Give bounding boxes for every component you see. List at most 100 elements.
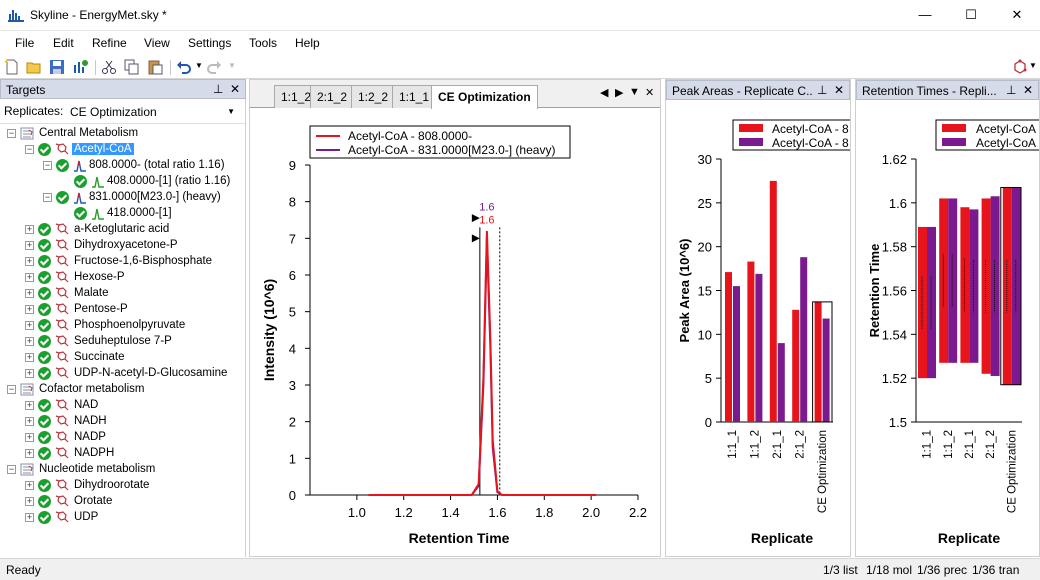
tree-molecule[interactable]: + Dihydroorotate	[0, 478, 246, 494]
tree-molecule[interactable]: + Seduheptulose 7-P	[0, 334, 246, 350]
expand-icon[interactable]: +	[25, 336, 34, 346]
expand-icon[interactable]: +	[25, 320, 34, 330]
close-panel-icon[interactable]: ✕	[1023, 83, 1034, 97]
new-document-icon[interactable]	[4, 59, 20, 75]
close-panel-icon[interactable]: ✕	[230, 82, 241, 96]
undo-icon[interactable]	[176, 59, 192, 75]
tree-molecule[interactable]: + a-Ketoglutaric acid	[0, 222, 246, 238]
close-panel-icon[interactable]: ✕	[834, 83, 845, 97]
peak-areas-chart[interactable]: 0 5 10 15 20 25 30 1:1_1 1:1_2 2:1_1 2:1_2 CE Optim…	[666, 100, 850, 556]
targets-tree: − Central Metabolism − Acetyl-CoA −808.0000-…	[0, 123, 246, 557]
expand-icon[interactable]: +	[25, 496, 34, 506]
expand-icon[interactable]: +	[25, 256, 34, 266]
replicates-dropdown[interactable]: CE Optimization ▼	[66, 101, 242, 121]
tab-next-icon[interactable]: ▶	[615, 87, 624, 99]
expand-icon[interactable]: +	[25, 224, 34, 234]
menu-view[interactable]: View	[144, 36, 170, 50]
expand-icon[interactable]: +	[25, 288, 34, 298]
y-tick-label: 1.54	[882, 327, 907, 342]
collapse-icon[interactable]: −	[43, 160, 52, 170]
tree-molecule[interactable]: + NAD	[0, 398, 246, 414]
tree-molecule[interactable]: + Hexose-P	[0, 270, 246, 286]
import-results-icon[interactable]	[72, 59, 88, 75]
y-tick-label: 9	[289, 158, 296, 173]
tree-molecule[interactable]: + Malate	[0, 286, 246, 302]
check-icon	[38, 495, 51, 508]
expand-icon[interactable]: +	[25, 304, 34, 314]
tab-1-1-1[interactable]: 1:1_1	[392, 85, 437, 108]
tree-molecule[interactable]: + Orotate	[0, 494, 246, 510]
tab-menu-icon[interactable]: ▼	[629, 86, 640, 98]
redo-dropdown-icon[interactable]: ▼	[228, 61, 236, 70]
tab-1-2-2[interactable]: 1:2_2	[351, 85, 396, 108]
tree-molecule[interactable]: + NADPH	[0, 446, 246, 462]
tree-molecule-selected[interactable]: − Acetyl-CoA	[0, 142, 246, 158]
pin-icon[interactable]: ⊥	[213, 82, 224, 96]
tree-transition[interactable]: 418.0000-[1]	[0, 206, 246, 222]
menu-refine[interactable]: Refine	[92, 36, 127, 50]
expand-icon[interactable]: +	[25, 352, 34, 362]
mode-dropdown-icon[interactable]: ▼	[1029, 61, 1037, 70]
redo-icon[interactable]	[206, 59, 222, 75]
molecule-mode-icon[interactable]	[1012, 59, 1028, 75]
save-icon[interactable]	[49, 59, 65, 75]
tab-close-icon[interactable]: ✕	[645, 87, 655, 99]
expand-icon[interactable]: +	[25, 432, 34, 442]
pin-icon[interactable]: ⊥	[1006, 83, 1017, 97]
retention-times-chart[interactable]: 1.5 1.52 1.54 1.56 1.58 1.6 1.62 1:1_1 1:1_2 2:1_…	[856, 100, 1039, 556]
expand-icon[interactable]: +	[25, 480, 34, 490]
collapse-icon[interactable]: −	[25, 144, 34, 154]
x-tick-label: 2:1_1	[964, 430, 976, 459]
collapse-icon[interactable]: −	[7, 384, 16, 394]
tree-group[interactable]: − Central Metabolism	[0, 126, 246, 142]
tree-molecule[interactable]: + Fructose-1,6-Bisphosphate	[0, 254, 246, 270]
y-tick-label: 1.62	[882, 152, 907, 167]
chromatogram-chart[interactable]: 0 1 2 3 4 5 6 7 8 9 1.0 1.2 1.4 1.6 1.8 2.0 2.2 Retention…	[250, 108, 660, 556]
expand-icon[interactable]: +	[25, 272, 34, 282]
pin-icon[interactable]: ⊥	[817, 83, 828, 97]
tab-ce-optimization[interactable]: CE Optimization	[431, 85, 538, 109]
tree-molecule[interactable]: + UDP	[0, 510, 246, 526]
tree-precursor[interactable]: − 808.0000- (total ratio 1.16)	[0, 158, 246, 174]
expand-icon[interactable]: +	[25, 240, 34, 250]
expand-icon[interactable]: +	[25, 448, 34, 458]
collapse-icon[interactable]: −	[43, 192, 52, 202]
tree-molecule[interactable]: + Dihydroxyacetone-P	[0, 238, 246, 254]
tab-prev-icon[interactable]: ◀	[600, 87, 609, 99]
maximize-button[interactable]: ☐	[965, 7, 977, 22]
tree-molecule[interactable]: + NADP	[0, 430, 246, 446]
collapse-icon[interactable]: −	[7, 128, 16, 138]
cut-icon[interactable]	[101, 59, 117, 75]
selected-replicate-box	[1000, 186, 1022, 386]
menu-file[interactable]: File	[15, 36, 35, 50]
tab-2-1-2[interactable]: 2:1_2	[310, 85, 355, 108]
paste-icon[interactable]	[147, 59, 163, 75]
menu-tools[interactable]: Tools	[249, 36, 278, 50]
expand-icon[interactable]: +	[25, 368, 34, 378]
collapse-icon[interactable]: −	[7, 464, 16, 474]
menu-help[interactable]: Help	[295, 36, 320, 50]
tree-molecule[interactable]: + NADH	[0, 414, 246, 430]
undo-dropdown-icon[interactable]: ▼	[195, 61, 203, 70]
tree-molecule[interactable]: + Succinate	[0, 350, 246, 366]
tree-transition[interactable]: 408.0000-[1] (ratio 1.16)	[0, 174, 246, 190]
menu-edit[interactable]: Edit	[53, 36, 74, 50]
x-tick-label: 2:1_2	[985, 430, 997, 459]
menu-settings[interactable]: Settings	[188, 36, 232, 50]
tree-group[interactable]: − Nucleotide metabolism	[0, 462, 246, 478]
x-tick-label: 1:1_1	[727, 430, 739, 459]
tree-molecule[interactable]: + Phosphoenolpyruvate	[0, 318, 246, 334]
expand-icon[interactable]: +	[25, 416, 34, 426]
open-folder-icon[interactable]	[26, 59, 42, 75]
check-icon	[38, 399, 51, 412]
tree-group[interactable]: − Cofactor metabolism	[0, 382, 246, 398]
expand-icon[interactable]: +	[25, 400, 34, 410]
tree-precursor[interactable]: − 831.0000[M23.0-] (heavy)	[0, 190, 246, 206]
tree-molecule[interactable]: + Pentose-P	[0, 302, 246, 318]
bar	[814, 301, 822, 422]
close-window-button[interactable]: ✕	[1011, 7, 1023, 22]
tree-molecule[interactable]: + UDP-N-acetyl-D-Glucosamine	[0, 366, 246, 382]
expand-icon[interactable]: +	[25, 512, 34, 522]
minimize-button[interactable]: —	[918, 7, 932, 22]
copy-icon[interactable]	[124, 59, 140, 75]
